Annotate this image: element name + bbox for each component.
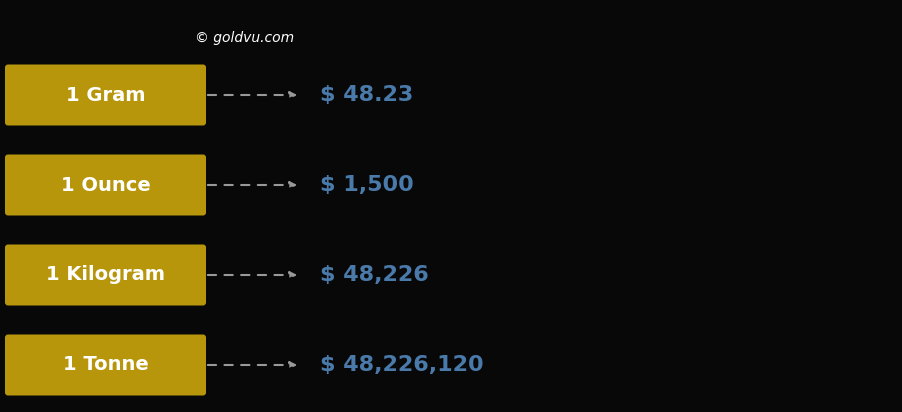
Text: © goldvu.com: © goldvu.com bbox=[195, 31, 294, 45]
FancyBboxPatch shape bbox=[5, 65, 206, 126]
Text: 1 Gram: 1 Gram bbox=[66, 86, 145, 105]
FancyBboxPatch shape bbox=[5, 244, 206, 306]
Text: 1 Ounce: 1 Ounce bbox=[60, 176, 151, 194]
Text: 1 Tonne: 1 Tonne bbox=[62, 356, 148, 375]
FancyBboxPatch shape bbox=[5, 154, 206, 215]
Text: $ 1,500: $ 1,500 bbox=[320, 175, 414, 195]
FancyBboxPatch shape bbox=[5, 335, 206, 396]
Text: 1 Kilogram: 1 Kilogram bbox=[46, 265, 165, 285]
Text: $ 48,226: $ 48,226 bbox=[320, 265, 428, 285]
Text: $ 48,226,120: $ 48,226,120 bbox=[320, 355, 483, 375]
Text: $ 48.23: $ 48.23 bbox=[320, 85, 413, 105]
